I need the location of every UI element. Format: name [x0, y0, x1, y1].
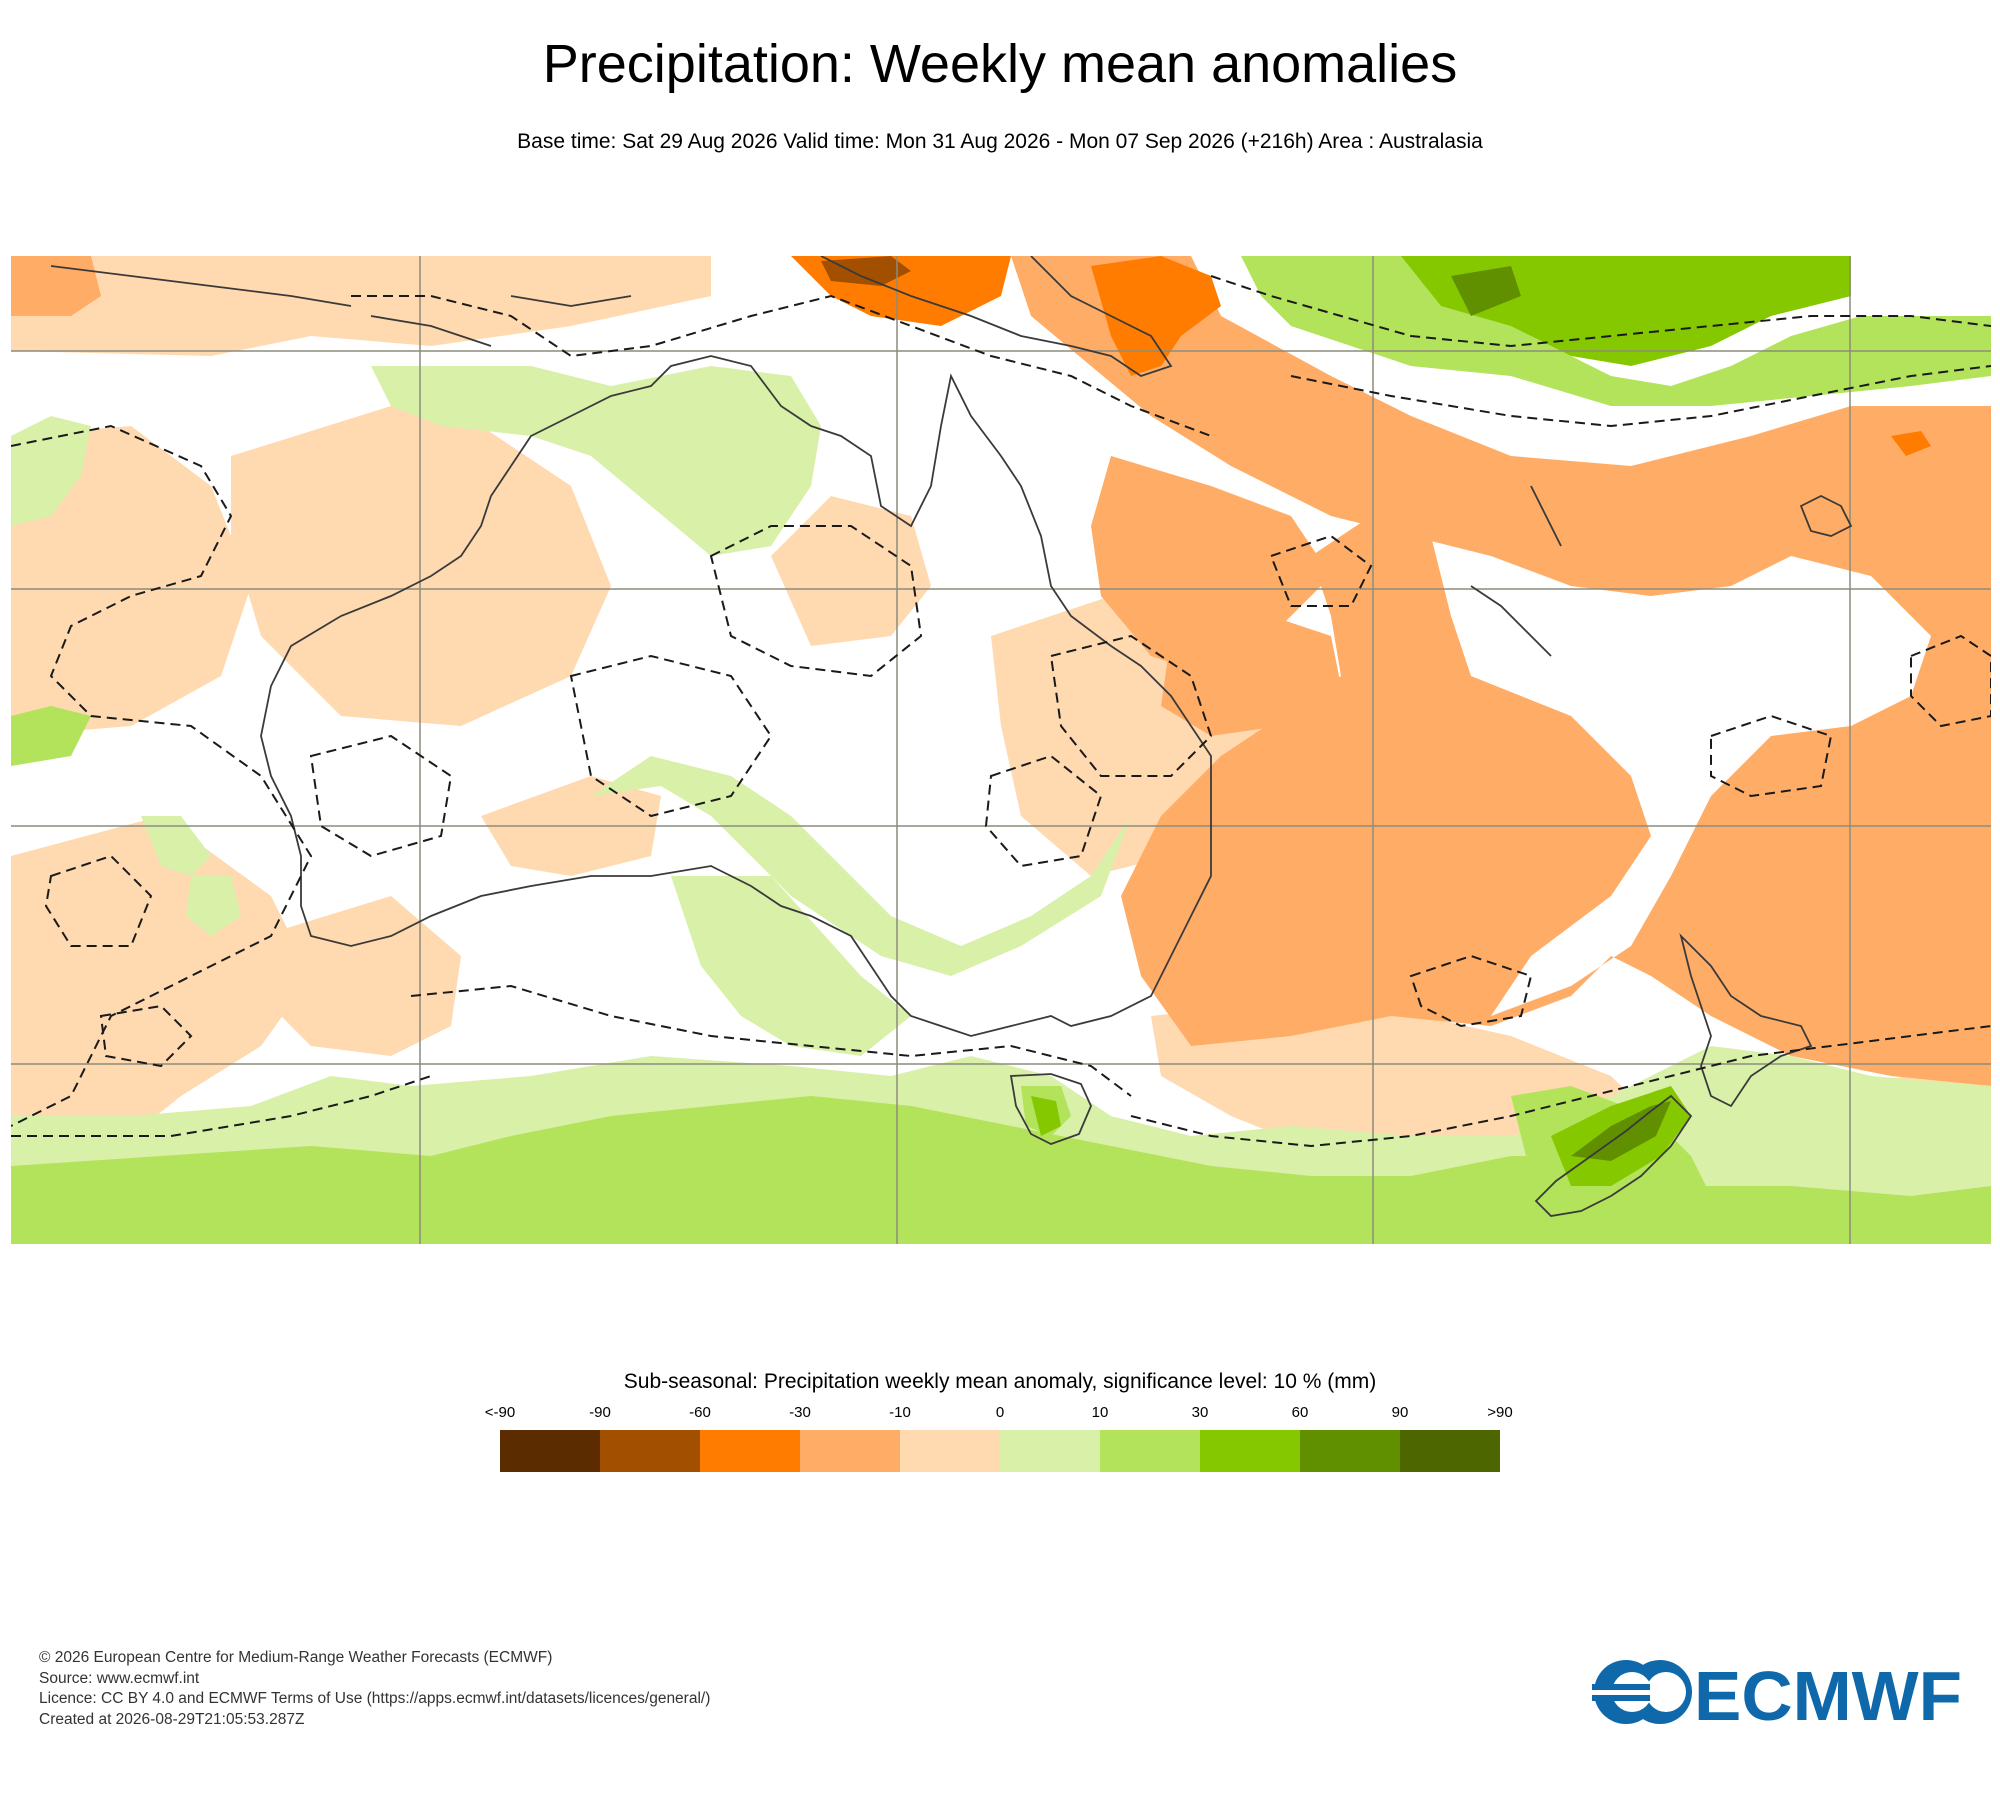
fiji-coast	[1799, 494, 1853, 537]
legend-tick-label: -30	[789, 1404, 811, 1421]
legend-swatch	[700, 1430, 800, 1472]
footer-created: Created at 2026-08-29T21:05:53.287Z	[39, 1710, 305, 1728]
legend-swatch	[1100, 1430, 1200, 1472]
legend-swatch	[1400, 1430, 1500, 1472]
legend-tick-label: >90	[1487, 1404, 1513, 1421]
footer-licence: Licence: CC BY 4.0 and ECMWF Terms of Us…	[39, 1690, 711, 1707]
legend-swatch	[1200, 1430, 1300, 1472]
legend-swatch	[600, 1430, 700, 1472]
significance-contours	[11, 275, 1991, 1148]
footer: © 2026 European Centre for Medium-Range …	[39, 1648, 710, 1730]
graticule	[11, 256, 1991, 1244]
coastlines	[50, 256, 1853, 1217]
anomaly-map	[11, 256, 1991, 1244]
legend-swatch	[500, 1430, 600, 1472]
footer-source: Source: www.ecmwf.int	[39, 1669, 200, 1687]
anomaly-fill-medium-orange	[11, 256, 1991, 1086]
ecmwf-logo-icon: ECMWF	[1588, 1657, 1962, 1735]
australia-coast	[260, 355, 1212, 1037]
legend-swatch	[900, 1430, 1000, 1472]
new-caledonia-coast	[1470, 585, 1552, 657]
vanuatu-coast	[1530, 485, 1562, 547]
anomaly-fill-medium-green	[11, 256, 1991, 1244]
legend-title: Sub-seasonal: Precipitation weekly mean …	[623, 1370, 1377, 1393]
map-frame	[11, 256, 1991, 1244]
legend-tick-label: 30	[1191, 1404, 1209, 1421]
indonesia-islands	[50, 265, 632, 347]
anomaly-fill-brown	[821, 256, 911, 286]
legend-tick-label: 90	[1391, 1404, 1409, 1421]
page-subtitle: Base time: Sat 29 Aug 2026 Valid time: M…	[517, 130, 1483, 153]
ecmwf-logo: ECMWF	[1588, 1654, 1966, 1735]
footer-copyright: © 2026 European Centre for Medium-Range …	[39, 1649, 553, 1666]
page-title: Precipitation: Weekly mean anomalies	[542, 34, 1458, 94]
new-zealand-north-coast	[1679, 933, 1813, 1108]
legend-ticks: <-90 -90 -60 -30 -10 0 10 30 60 90 >90	[0, 1404, 2000, 1424]
ecmwf-logo-text: ECMWF	[1694, 1657, 1962, 1730]
legend-tick-label: <-90	[484, 1404, 516, 1421]
legend-color-bar	[500, 1430, 1500, 1472]
legend-tick-label: 10	[1091, 1404, 1109, 1421]
legend-tick-label: -10	[889, 1404, 911, 1421]
legend-swatch	[1300, 1430, 1400, 1472]
tasmania-coast	[1009, 1073, 1092, 1145]
new-guinea-coast	[820, 256, 1173, 377]
legend-tick-label: 60	[1291, 1404, 1309, 1421]
new-zealand-south-coast	[1534, 1094, 1693, 1217]
legend-tick-label: -60	[689, 1404, 711, 1421]
legend-swatch	[800, 1430, 900, 1472]
legend-tick-label: -90	[589, 1404, 611, 1421]
legend-swatch	[1000, 1430, 1100, 1472]
legend-tick-label: 0	[995, 1404, 1005, 1421]
